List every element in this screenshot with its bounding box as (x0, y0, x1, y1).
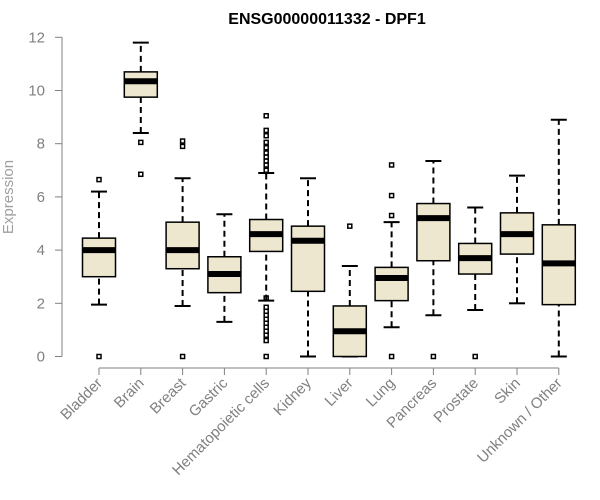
x-tick-label: Bladder (57, 375, 106, 424)
chart-title: ENSG00000011332 - DPF1 (228, 11, 426, 28)
box-group (457, 206, 493, 360)
box-group (123, 41, 159, 178)
iqr-box (165, 221, 200, 270)
box-group (248, 113, 284, 360)
outlier-point (179, 138, 186, 144)
box-group (165, 138, 200, 360)
outlier-point (388, 353, 395, 360)
y-tick-label: 4 (37, 242, 45, 259)
iqr-box (416, 202, 451, 262)
box-group (374, 162, 409, 360)
iqr-box (123, 71, 159, 98)
y-axis: 0 2 4 6 8 10 12 (28, 29, 63, 366)
x-tick-label: Prostate (430, 375, 482, 427)
outlier-point (96, 176, 102, 183)
outlier-point (388, 212, 395, 219)
outlier-point (263, 295, 269, 301)
outlier-point (263, 167, 269, 174)
outlier-point (263, 150, 269, 156)
y-axis-label: Expression (0, 160, 17, 234)
outlier-point (430, 353, 437, 360)
outlier-point (263, 127, 269, 134)
y-tick-label: 6 (37, 189, 45, 206)
box-group (207, 213, 242, 323)
x-tick-label: Skin (491, 375, 524, 408)
outlier-point (472, 353, 478, 360)
x-tick-label: Kidney (270, 374, 315, 419)
y-tick-label: 12 (28, 29, 45, 46)
box-group (332, 223, 368, 358)
iqr-box (374, 266, 409, 302)
iqr-box (81, 237, 117, 278)
outlier-point (263, 353, 269, 360)
y-tick-label: 10 (28, 83, 45, 100)
outlier-point (263, 139, 269, 146)
outlier-point (263, 113, 269, 119)
iqr-box (290, 225, 326, 293)
x-tick-label: Breast (147, 374, 190, 417)
outlier-point (263, 132, 269, 139)
x-tick-label: Lung (363, 375, 399, 411)
x-tick-label: Liver (322, 375, 357, 410)
box-group (290, 177, 326, 358)
outlier-point (263, 304, 269, 311)
outlier-point (179, 353, 186, 360)
outlier-point (263, 337, 269, 344)
box-group (81, 176, 117, 360)
box-group (499, 174, 535, 305)
outlier-point (138, 139, 144, 146)
y-tick-label: 8 (37, 136, 45, 153)
outlier-point (347, 223, 353, 229)
outlier-point (138, 171, 144, 178)
x-tick-label: Brain (111, 375, 148, 412)
outlier-point (388, 162, 395, 168)
outlier-point (179, 143, 186, 150)
outlier-point (96, 353, 102, 360)
box-group (541, 118, 577, 358)
outlier-point (388, 192, 395, 199)
box-group (416, 159, 451, 360)
outlier-point (263, 144, 269, 151)
y-tick-label: 2 (37, 295, 45, 312)
plot-area (81, 41, 577, 360)
y-tick-label: 0 (37, 349, 45, 366)
